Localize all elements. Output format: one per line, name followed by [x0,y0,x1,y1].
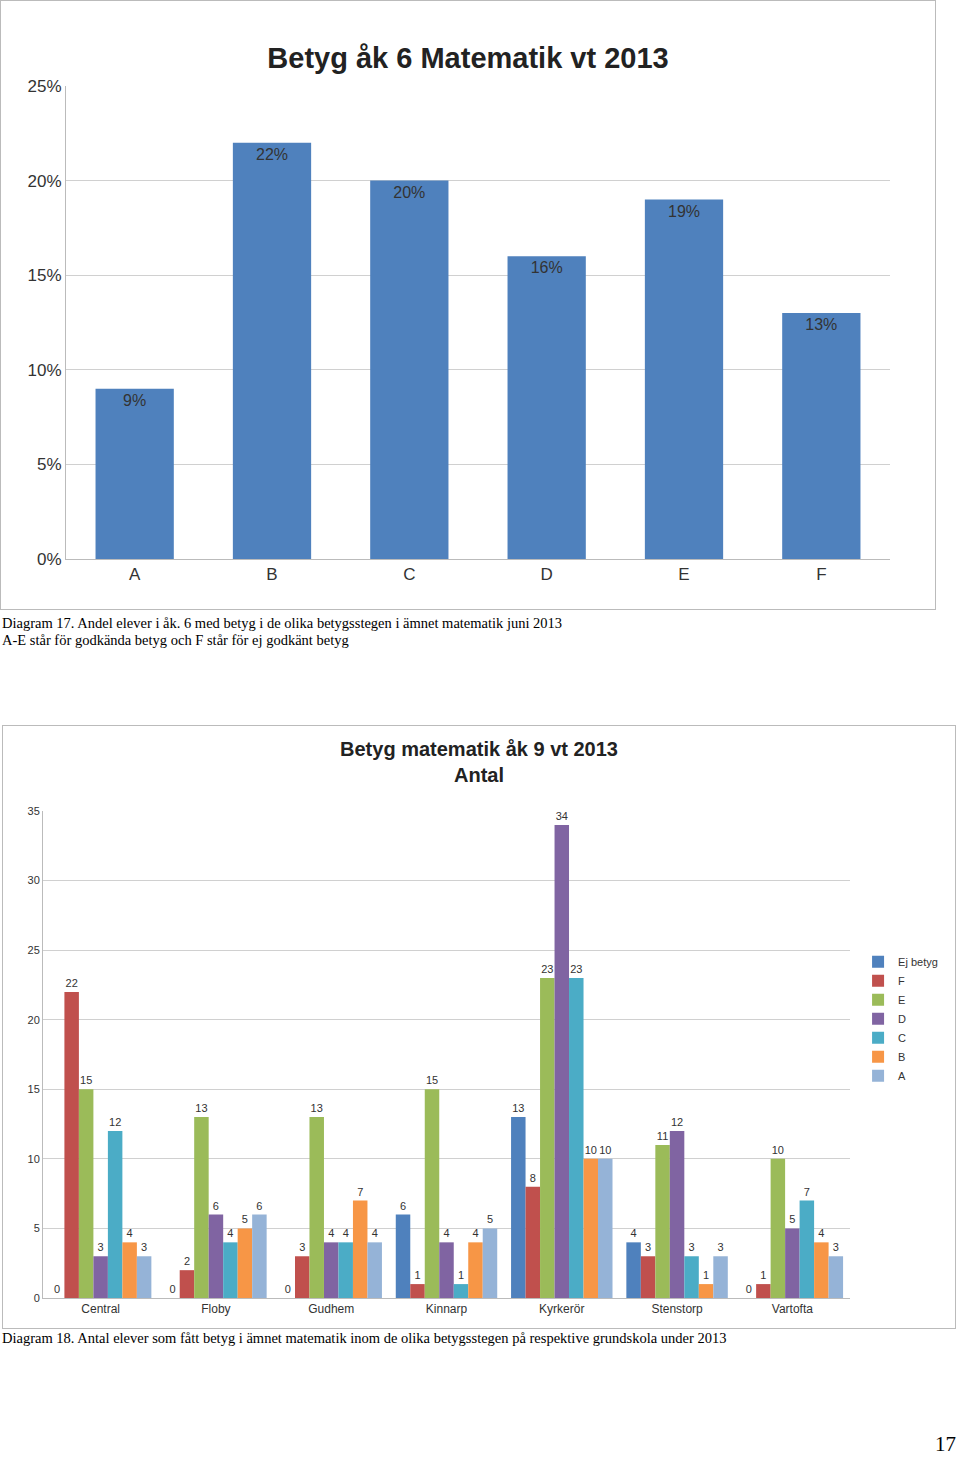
svg-text:E: E [678,565,689,584]
svg-text:A: A [898,1070,906,1082]
svg-text:15: 15 [80,1074,92,1086]
svg-text:F: F [898,975,905,987]
svg-text:F: F [816,565,826,584]
svg-text:10: 10 [585,1144,597,1156]
html-text:A-E står för godkända betyg oc: A-E står för godkända betyg och F står f… [2,632,349,648]
svg-text:4: 4 [343,1227,349,1239]
svg-text:20%: 20% [393,184,425,201]
svg-text:C: C [898,1032,906,1044]
svg-text:1: 1 [760,1269,766,1281]
svg-text:20: 20 [28,1014,40,1026]
svg-text:B: B [266,565,277,584]
svg-text:5: 5 [242,1213,248,1225]
svg-text:34: 34 [556,810,568,822]
html-text:17: 17 [935,1432,956,1456]
svg-text:0: 0 [746,1283,752,1295]
svg-text:4: 4 [328,1227,334,1239]
svg-text:Ej betyg: Ej betyg [898,956,938,968]
svg-text:15: 15 [28,1083,40,1095]
svg-text:0: 0 [34,1292,40,1304]
svg-text:Kyrkerör: Kyrkerör [539,1302,584,1316]
svg-text:1: 1 [703,1269,709,1281]
svg-text:6: 6 [213,1200,219,1212]
svg-text:4: 4 [472,1227,478,1239]
svg-text:19%: 19% [668,203,700,220]
svg-text:3: 3 [299,1241,305,1253]
svg-text:10%: 10% [28,361,62,380]
svg-text:16%: 16% [531,259,563,276]
svg-text:3: 3 [689,1241,695,1253]
svg-text:D: D [898,1013,906,1025]
svg-text:13%: 13% [805,316,837,333]
svg-text:3: 3 [98,1241,104,1253]
svg-text:Kinnarp: Kinnarp [426,1302,468,1316]
svg-text:4: 4 [127,1227,133,1239]
svg-text:Central: Central [81,1302,120,1316]
svg-text:C: C [403,565,415,584]
svg-text:10: 10 [28,1153,40,1165]
svg-text:30: 30 [28,874,40,886]
svg-text:22: 22 [66,977,78,989]
svg-text:0: 0 [54,1283,60,1295]
svg-text:9%: 9% [123,392,146,409]
svg-text:15%: 15% [28,266,62,285]
svg-text:3: 3 [717,1241,723,1253]
svg-text:Gudhem: Gudhem [308,1302,354,1316]
svg-text:D: D [541,565,553,584]
svg-text:4: 4 [631,1227,637,1239]
svg-text:10: 10 [772,1144,784,1156]
svg-text:12: 12 [109,1116,121,1128]
svg-text:7: 7 [804,1186,810,1198]
svg-text:10: 10 [599,1144,611,1156]
svg-text:13: 13 [311,1102,323,1114]
svg-text:1: 1 [414,1269,420,1281]
svg-text:0: 0 [169,1283,175,1295]
svg-text:Betyg matematik åk 9 vt 2013An: Betyg matematik åk 9 vt 2013Antal [340,738,618,786]
svg-text:6: 6 [400,1200,406,1212]
svg-text:3: 3 [833,1241,839,1253]
svg-text:Vartofta: Vartofta [772,1302,813,1316]
svg-text:25%: 25% [28,77,62,96]
svg-text:23: 23 [541,963,553,975]
svg-text:4: 4 [227,1227,233,1239]
svg-text:7: 7 [357,1186,363,1198]
svg-text:15: 15 [426,1074,438,1086]
svg-text:4: 4 [443,1227,449,1239]
html-text:Diagram 17. Andel elever i åk.: Diagram 17. Andel elever i åk. 6 med bet… [2,615,563,631]
svg-text:35: 35 [28,805,40,817]
svg-text:22%: 22% [256,146,288,163]
svg-text:4: 4 [372,1227,378,1239]
svg-text:5: 5 [789,1213,795,1225]
svg-text:8: 8 [530,1172,536,1184]
svg-text:12: 12 [671,1116,683,1128]
svg-text:1: 1 [458,1269,464,1281]
svg-text:5%: 5% [37,455,62,474]
svg-text:5: 5 [34,1222,40,1234]
svg-text:A: A [129,565,141,584]
svg-text:0%: 0% [37,550,62,569]
svg-text:11: 11 [657,1130,668,1142]
svg-text:Stenstorp: Stenstorp [651,1302,703,1316]
svg-text:Betyg åk 6 Matematik vt 2013: Betyg åk 6 Matematik vt 2013 [267,42,668,74]
svg-text:4: 4 [818,1227,824,1239]
svg-text:23: 23 [570,963,582,975]
html-text:Diagram 18. Antal elever som f: Diagram 18. Antal elever som fått betyg … [2,1330,727,1346]
svg-text:0: 0 [285,1283,291,1295]
svg-text:5: 5 [487,1213,493,1225]
svg-text:3: 3 [645,1241,651,1253]
svg-text:3: 3 [141,1241,147,1253]
svg-text:6: 6 [256,1200,262,1212]
svg-text:2: 2 [184,1255,190,1267]
svg-text:25: 25 [28,944,40,956]
svg-text:13: 13 [195,1102,207,1114]
svg-text:Floby: Floby [201,1302,230,1316]
svg-text:B: B [898,1051,905,1063]
svg-text:E: E [898,994,905,1006]
svg-text:20%: 20% [28,172,62,191]
svg-text:13: 13 [512,1102,524,1114]
